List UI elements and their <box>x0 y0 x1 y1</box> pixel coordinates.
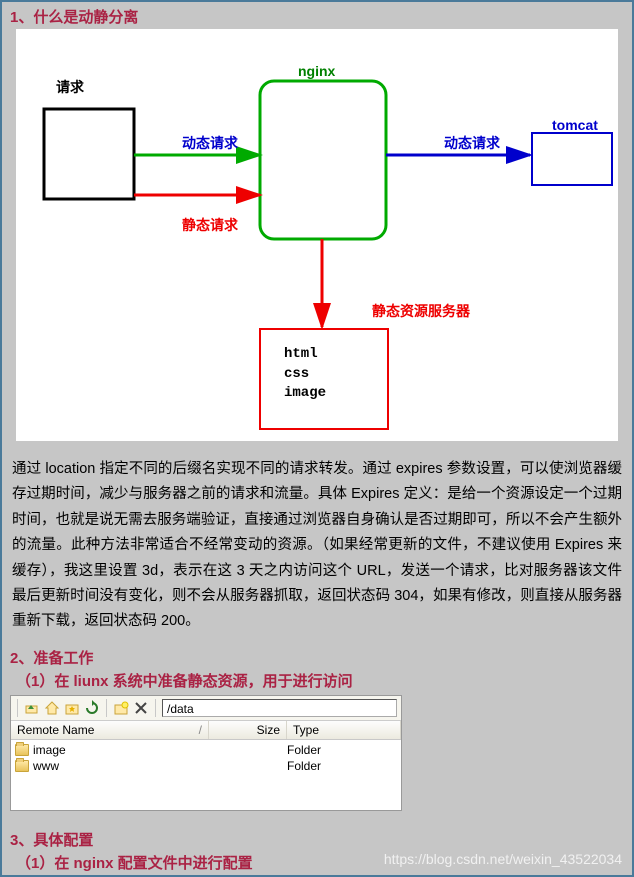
nginx-box <box>260 81 386 239</box>
refresh-icon[interactable] <box>84 700 100 716</box>
new-folder-icon[interactable] <box>113 700 129 716</box>
folder-icon <box>15 744 29 756</box>
static-item: html <box>284 345 326 365</box>
table-row[interactable]: image Folder <box>11 742 401 758</box>
tomcat-box <box>532 133 612 185</box>
row-name: image <box>33 743 66 757</box>
label-dynamic-1: 动态请求 <box>182 133 238 153</box>
fe-body: image Folder www Folder <box>11 740 401 810</box>
col-size[interactable]: Size <box>209 721 287 739</box>
fe-header: Remote Name / Size Type <box>11 721 401 740</box>
static-resource-list: html css image <box>284 345 326 404</box>
folder-star-icon[interactable] <box>64 700 80 716</box>
label-static-request: 静态请求 <box>182 215 238 235</box>
col-sort-indicator: / <box>199 723 202 737</box>
label-nginx: nginx <box>298 63 335 79</box>
page-root: 1、什么是动静分离 <box>0 0 634 877</box>
explanation-paragraph: 通过 location 指定不同的后缀名实现不同的请求转发。通过 expires… <box>2 441 632 643</box>
row-type: Folder <box>287 759 397 773</box>
home-icon[interactable] <box>44 700 60 716</box>
col-type[interactable]: Type <box>287 721 401 739</box>
label-request: 请求 <box>56 77 84 97</box>
diagram-area: 请求 nginx tomcat 动态请求 动态请求 静态请求 静态资源服务器 h… <box>16 29 618 441</box>
request-box <box>44 109 134 199</box>
static-item: css <box>284 365 326 385</box>
label-static-server: 静态资源服务器 <box>372 301 470 321</box>
row-name: www <box>33 759 59 773</box>
col-name-label: Remote Name <box>17 723 94 737</box>
watermark: https://blog.csdn.net/weixin_43522034 <box>384 851 622 867</box>
section3-title: 3、具体配置 <box>2 825 632 852</box>
section2-sub1: （1）在 liunx 系统中准备静态资源，用于进行访问 <box>2 670 632 695</box>
file-explorer: /data Remote Name / Size Type image Fold… <box>10 695 402 811</box>
label-tomcat: tomcat <box>552 117 598 133</box>
path-input[interactable]: /data <box>162 699 397 717</box>
row-type: Folder <box>287 743 397 757</box>
static-item: image <box>284 384 326 404</box>
section2-title: 2、准备工作 <box>2 643 632 670</box>
table-row[interactable]: www Folder <box>11 758 401 774</box>
delete-icon[interactable] <box>133 700 149 716</box>
label-dynamic-2: 动态请求 <box>444 133 500 153</box>
up-folder-icon[interactable] <box>24 700 40 716</box>
fe-toolbar: /data <box>11 696 401 721</box>
folder-icon <box>15 760 29 772</box>
section1-title: 1、什么是动静分离 <box>2 2 632 29</box>
col-name[interactable]: Remote Name / <box>11 721 209 739</box>
